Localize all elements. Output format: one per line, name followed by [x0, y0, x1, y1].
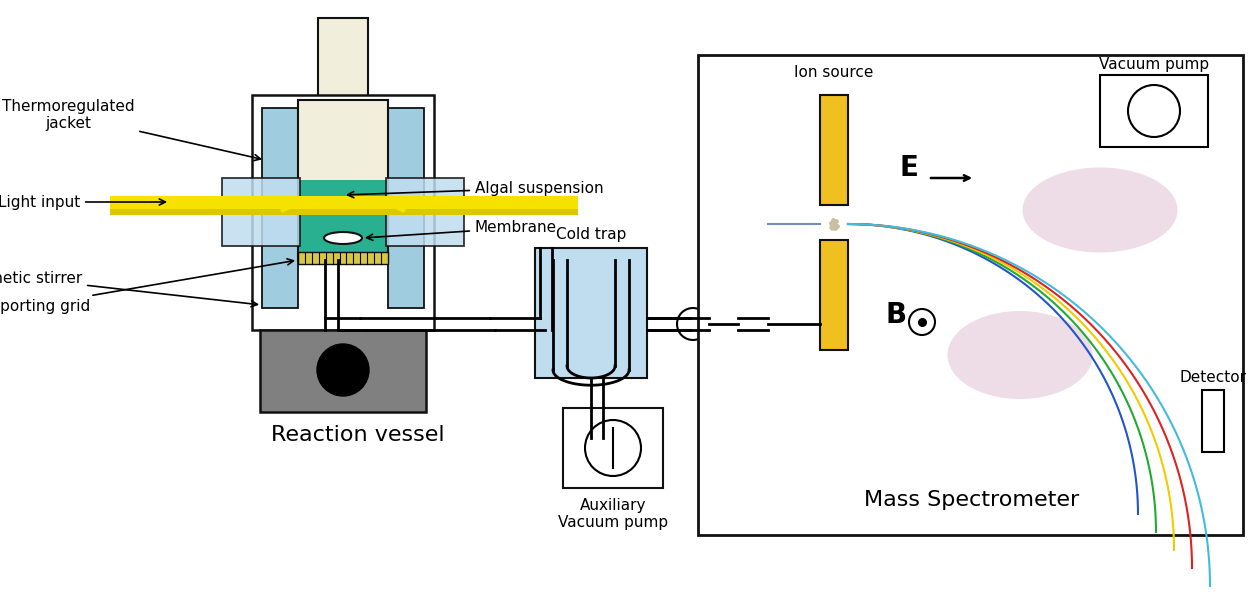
Text: Ion source: Ion source — [794, 65, 874, 80]
Circle shape — [677, 308, 708, 340]
Point — [821, 218, 842, 228]
Point — [912, 317, 932, 327]
Point — [826, 216, 847, 226]
FancyBboxPatch shape — [252, 95, 435, 330]
Text: Algal suspension: Algal suspension — [348, 181, 604, 198]
Point — [823, 215, 843, 225]
FancyBboxPatch shape — [260, 330, 426, 412]
Point — [825, 223, 845, 233]
FancyBboxPatch shape — [298, 100, 388, 180]
Text: E: E — [901, 154, 919, 182]
Circle shape — [736, 308, 767, 340]
Text: Detector: Detector — [1179, 370, 1246, 385]
FancyBboxPatch shape — [386, 178, 463, 246]
FancyBboxPatch shape — [318, 18, 368, 98]
Text: B: B — [885, 301, 906, 329]
FancyBboxPatch shape — [535, 248, 647, 378]
Ellipse shape — [324, 232, 362, 244]
Circle shape — [909, 309, 934, 335]
Circle shape — [1128, 85, 1179, 137]
FancyBboxPatch shape — [298, 180, 388, 260]
Circle shape — [585, 420, 641, 476]
FancyBboxPatch shape — [563, 408, 663, 488]
Ellipse shape — [947, 311, 1093, 399]
FancyBboxPatch shape — [820, 95, 848, 205]
Text: Thermoregulated
jacket: Thermoregulated jacket — [1, 99, 260, 160]
FancyBboxPatch shape — [263, 108, 298, 308]
Ellipse shape — [1022, 168, 1178, 253]
FancyBboxPatch shape — [698, 55, 1243, 535]
FancyBboxPatch shape — [111, 209, 578, 215]
FancyBboxPatch shape — [1100, 75, 1208, 147]
Text: Light input: Light input — [0, 195, 166, 210]
Text: Reaction vessel: Reaction vessel — [271, 425, 445, 445]
FancyBboxPatch shape — [111, 196, 578, 209]
FancyBboxPatch shape — [388, 108, 425, 308]
Text: Supporting grid: Supporting grid — [0, 259, 294, 314]
Point — [826, 221, 847, 231]
Text: Mass Spectrometer: Mass Spectrometer — [864, 490, 1080, 510]
FancyBboxPatch shape — [222, 178, 300, 246]
Point — [824, 219, 844, 229]
Text: Vacuum pump: Vacuum pump — [1099, 57, 1210, 72]
Circle shape — [317, 344, 369, 396]
Text: Auxiliary
Vacuum pump: Auxiliary Vacuum pump — [558, 498, 668, 530]
Text: Cold trap: Cold trap — [556, 227, 627, 242]
FancyBboxPatch shape — [820, 240, 848, 350]
FancyBboxPatch shape — [1202, 390, 1225, 452]
FancyBboxPatch shape — [298, 252, 388, 264]
Point — [821, 222, 842, 231]
Text: Membrane: Membrane — [367, 220, 558, 240]
Text: Magnetic stirrer: Magnetic stirrer — [0, 271, 257, 307]
